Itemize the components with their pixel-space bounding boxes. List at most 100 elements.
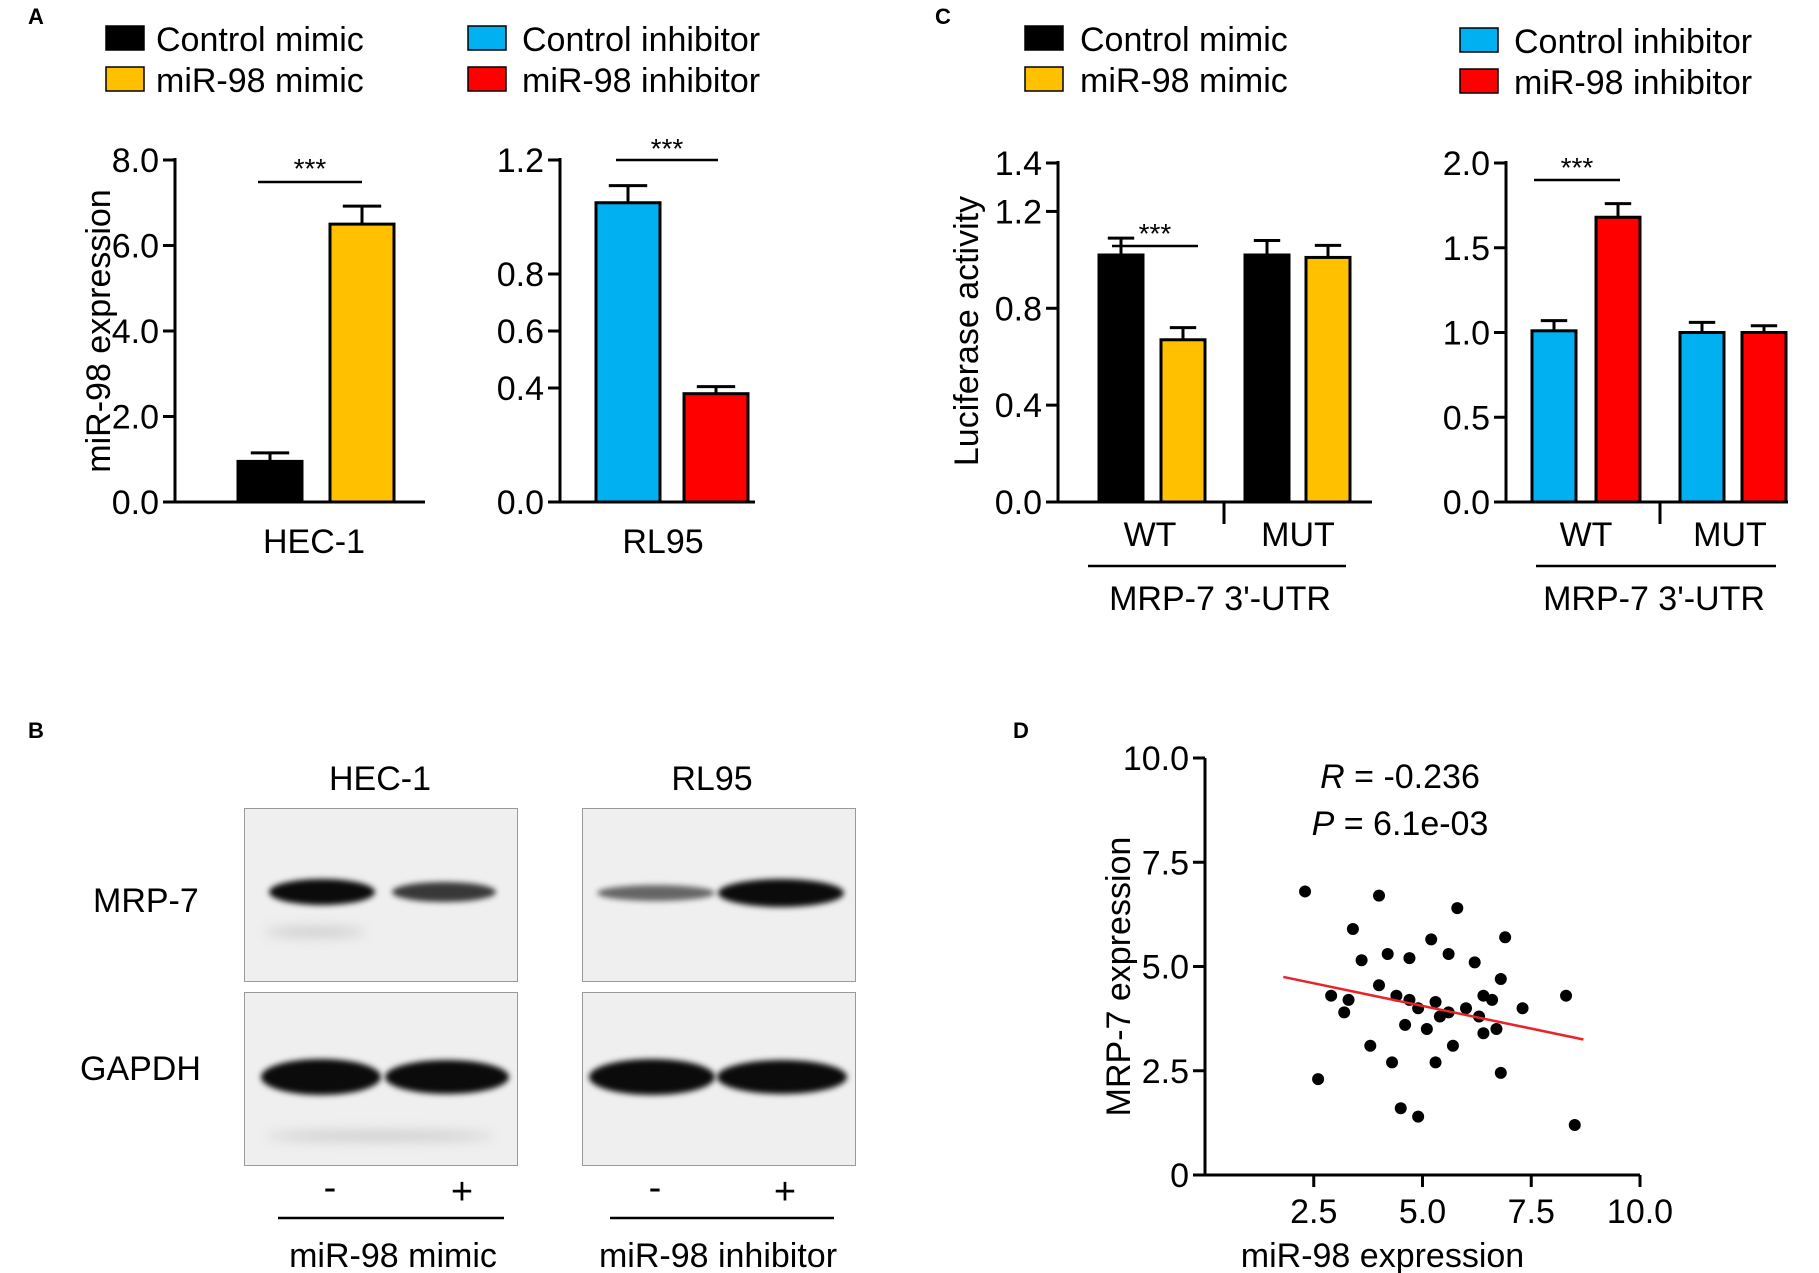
scatter-point xyxy=(1420,1023,1433,1036)
legend-label-control-inhibitor: Control inhibitor xyxy=(522,21,760,59)
y-tick-label: 10.0 xyxy=(1123,740,1189,778)
band-rl95-gapdh-minus xyxy=(589,1059,715,1095)
significance-stars: *** xyxy=(1139,218,1172,249)
blot-row-mrp7: MRP-7 xyxy=(93,882,199,920)
band-hec1-mrp7-plus xyxy=(392,882,496,902)
y-tick-label: 1.4 xyxy=(995,145,1042,183)
group-label: MRP-7 3'-UTR xyxy=(1109,580,1331,618)
y-tick-label: 1.5 xyxy=(1443,230,1490,268)
blot-faint-band xyxy=(265,1131,495,1141)
scatter-point xyxy=(1468,956,1481,969)
blot-treatment-mimic: miR-98 mimic xyxy=(289,1237,497,1273)
legend-swatch-control-mimic xyxy=(1024,25,1064,51)
x-axis-label: miR-98 expression xyxy=(1241,1237,1524,1273)
legend-c: Control mimic miR-98 mimic Control inhib… xyxy=(1024,21,1752,102)
bar-mir-98-inhibitor xyxy=(1594,215,1642,504)
legend-swatch-control-inhibitor xyxy=(1459,27,1499,53)
scatter-point xyxy=(1346,922,1359,935)
bar-mir-98-mimic xyxy=(328,222,396,504)
y-axis-label: Luciferase activity xyxy=(948,196,986,466)
scatter-point xyxy=(1568,1118,1581,1131)
category-label-wt: WT xyxy=(1124,516,1177,554)
blot-sign-rl95-plus: + xyxy=(774,1171,796,1213)
scatter-point xyxy=(1499,931,1512,944)
scatter-point xyxy=(1325,989,1338,1002)
legend-a: Control mimic miR-98 mimic Control inhib… xyxy=(105,21,760,100)
scatter-point xyxy=(1412,1110,1425,1123)
y-tick-label: 1.0 xyxy=(1443,315,1490,353)
scatter-point xyxy=(1429,995,1442,1008)
x-axis-label: HEC-1 xyxy=(263,523,365,561)
x-tick-label: 10.0 xyxy=(1607,1193,1673,1231)
legend-swatch-control-mimic xyxy=(105,25,145,51)
western-blot-labels: HEC-1 RL95 MRP-7 GAPDH - + - + miR-98 mi… xyxy=(80,760,837,1273)
scatter-point xyxy=(1477,1027,1490,1040)
legend-swatch-mir98-inhibitor xyxy=(1459,68,1499,94)
legend-swatch-mir98-mimic xyxy=(105,66,145,92)
y-tick-label: 1.2 xyxy=(995,193,1042,231)
y-tick-label: 6.0 xyxy=(112,228,159,266)
band-rl95-gapdh-plus xyxy=(717,1060,847,1094)
legend-label-mir98-inhibitor: miR-98 inhibitor xyxy=(1514,64,1752,102)
band-hec1-gapdh-minus xyxy=(261,1059,381,1095)
legend-label-mir98-mimic: miR-98 mimic xyxy=(156,62,364,100)
blot-sign-hec-minus: - xyxy=(324,1167,337,1209)
y-tick-label: 0.0 xyxy=(112,484,159,522)
scatter-point xyxy=(1399,1018,1412,1031)
scatter-point xyxy=(1386,1056,1399,1069)
y-tick-label: 0.5 xyxy=(1443,399,1490,437)
chart-luciferase-inhibitor: 0.0 0.5 1.0 1.5 2.0 *** WT MUT MRP-7 3'-UTR xyxy=(1443,145,1788,618)
blot-sign-rl95-minus: - xyxy=(649,1167,662,1209)
legend-label-control-mimic: Control mimic xyxy=(1080,21,1288,59)
chart-mir98-expression-rl95: 0.0 0.4 0.6 0.8 1.2 *** RL95 xyxy=(497,133,755,561)
y-axis-label: MRP-7 expression xyxy=(1100,837,1138,1117)
x-tick-label: 7.5 xyxy=(1508,1193,1555,1231)
y-tick-label: 0.4 xyxy=(497,370,544,408)
y-tick-label: 0 xyxy=(1170,1157,1189,1195)
stat-p-symbol: P xyxy=(1312,805,1335,843)
band-hec1-mrp7-minus xyxy=(269,879,375,905)
x-tick-label: 2.5 xyxy=(1290,1193,1337,1231)
category-label-wt: WT xyxy=(1560,516,1613,554)
chart-correlation-scatter: 0 2.5 5.0 7.5 10.0 2.5 5.0 7.5 10.0 miR-98 expres… xyxy=(1100,740,1673,1273)
scatter-point xyxy=(1494,1066,1507,1079)
scatter-point xyxy=(1490,1023,1503,1036)
group-label: MRP-7 3'-UTR xyxy=(1543,580,1765,618)
y-axis-label: miR-98 expression xyxy=(80,189,118,472)
bar-mir-98-mimic xyxy=(1159,338,1207,504)
y-tick-label: 5.0 xyxy=(1142,949,1189,987)
scatter-point xyxy=(1451,902,1464,915)
significance-stars: *** xyxy=(294,153,327,184)
blot-sign-hec-plus: + xyxy=(451,1171,473,1213)
blot-column-rl95: RL95 xyxy=(671,760,752,798)
y-tick-label: 0.8 xyxy=(995,290,1042,328)
legend-label-control-mimic: Control mimic xyxy=(156,21,364,59)
bar-control-mimic xyxy=(1097,253,1145,504)
scatter-point xyxy=(1373,889,1385,902)
scatter-point xyxy=(1394,1102,1407,1115)
y-tick-label: 2.0 xyxy=(1443,145,1490,183)
bar-mir-98-inhibitor xyxy=(682,392,750,504)
scatter-point xyxy=(1381,947,1394,960)
significance-stars: *** xyxy=(1561,152,1594,183)
stat-r-value: = -0.236 xyxy=(1345,758,1480,796)
y-tick-label: 0.0 xyxy=(995,484,1042,522)
y-tick-label: 0.0 xyxy=(1443,484,1490,522)
bar-control-inhibitor xyxy=(1530,329,1578,504)
panel-label-b: B xyxy=(28,718,44,743)
blot-column-hec1: HEC-1 xyxy=(329,760,431,798)
scatter-point xyxy=(1299,885,1312,898)
bar-control-mimic xyxy=(236,459,304,504)
stat-r-symbol: R xyxy=(1320,758,1345,796)
regression-line xyxy=(1283,975,1584,1041)
y-tick-label: 8.0 xyxy=(112,142,159,180)
scatter-point xyxy=(1442,947,1455,960)
scatter-point xyxy=(1338,1006,1351,1019)
y-tick-label: 0.4 xyxy=(995,387,1042,425)
panel-label-a: A xyxy=(28,4,44,29)
scatter-point xyxy=(1460,1002,1472,1015)
category-label-mut: MUT xyxy=(1693,516,1767,554)
legend-label-control-inhibitor: Control inhibitor xyxy=(1514,23,1752,61)
category-label-mut: MUT xyxy=(1261,516,1335,554)
